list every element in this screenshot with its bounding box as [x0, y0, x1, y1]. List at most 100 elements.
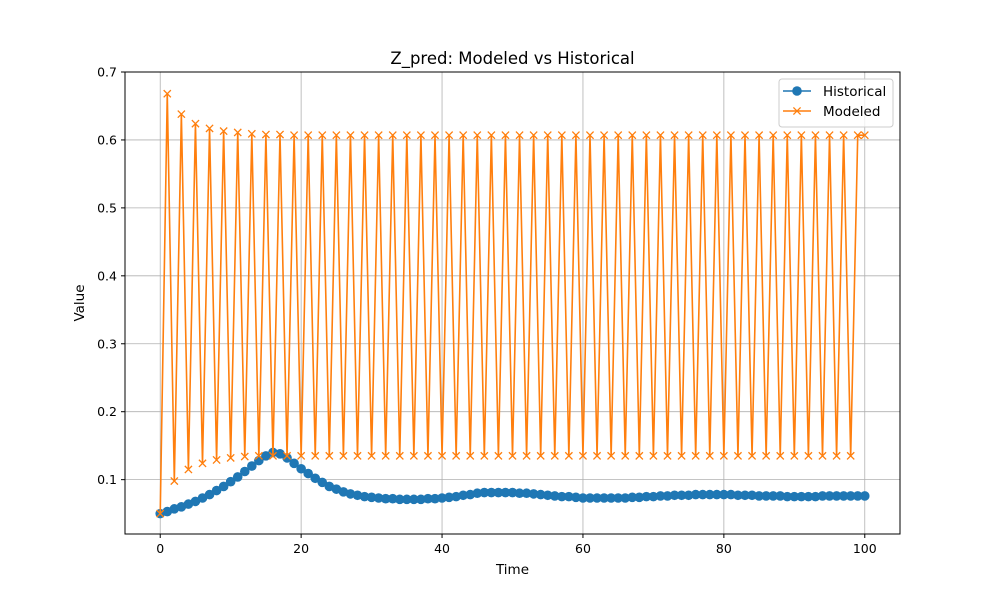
historical-point: [754, 491, 764, 501]
modeled-point: [282, 451, 292, 460]
legend-item-modeled: Modeled: [783, 104, 880, 120]
modeled-point: [261, 130, 270, 139]
historical-point: [211, 485, 222, 496]
modeled-point: [304, 131, 313, 140]
historical-point: [303, 468, 313, 479]
historical-point: [789, 491, 800, 502]
modeled-point: [339, 451, 348, 460]
historical-point: [831, 491, 842, 501]
y-tick-label: 0.2: [97, 404, 117, 419]
historical-point: [859, 491, 870, 501]
historical-point: [549, 491, 560, 501]
historical-point: [282, 453, 292, 463]
modeled-point: [346, 131, 355, 140]
historical-point: [402, 494, 412, 505]
modeled-point: [719, 451, 728, 460]
modeled-point: [656, 131, 665, 140]
historical-point: [613, 493, 623, 503]
modeled-point: [318, 131, 327, 140]
modeled-point: [205, 124, 214, 133]
x-tick-label: 40: [434, 541, 450, 556]
modeled-point: [649, 451, 658, 460]
historical-point: [620, 493, 631, 503]
modeled-point: [184, 465, 193, 474]
modeled-point: [466, 451, 475, 460]
historical-point: [310, 473, 321, 484]
modeled-point: [452, 451, 461, 460]
historical-point: [359, 491, 370, 502]
modeled-point: [670, 131, 679, 140]
historical-point: [296, 463, 306, 474]
modeled-point: [381, 451, 390, 460]
modeled-point: [247, 129, 256, 138]
historical-point: [817, 491, 828, 501]
historical-point: [394, 494, 405, 505]
modeled-point: [459, 131, 468, 140]
historical-point: [655, 491, 666, 501]
x-tick-label: 20: [293, 541, 309, 556]
modeled-point: [804, 451, 813, 460]
historical-point: [486, 487, 497, 498]
modeled-point: [797, 131, 806, 140]
modeled-point: [698, 131, 707, 140]
legend: Historical Modeled: [778, 78, 894, 128]
modeled-point: [416, 131, 425, 140]
axis-ticks: 0 20 40 60 80 100 0.1 0.2 0.3 0.4 0.5 0.6 0.7: [97, 65, 877, 557]
modeled-point: [726, 131, 735, 140]
modeled-point: [191, 119, 200, 128]
modeled-point: [473, 131, 482, 140]
modeled-point: [156, 509, 165, 518]
historical-series: [155, 447, 870, 519]
historical-point: [676, 490, 687, 501]
historical-point: [535, 489, 546, 500]
plot-area-frame: [124, 71, 901, 535]
historical-point: [627, 492, 638, 503]
modeled-point: [198, 459, 207, 468]
modeled-point: [240, 452, 249, 461]
historical-point: [669, 490, 680, 501]
historical-point: [697, 489, 708, 500]
modeled-point: [430, 131, 440, 140]
y-tick-label: 0.1: [97, 472, 117, 487]
historical-point: [437, 493, 447, 503]
modeled-point: [592, 451, 602, 460]
modeled-point: [360, 131, 369, 140]
historical-point: [740, 490, 750, 501]
historical-point: [423, 493, 433, 504]
historical-point: [571, 492, 581, 503]
x-tick-label: 0: [156, 541, 164, 556]
historical-point: [719, 489, 729, 500]
historical-point: [585, 493, 595, 503]
modeled-point: [254, 451, 263, 460]
modeled-point: [607, 451, 616, 460]
legend-label-historical: Historical: [823, 84, 886, 100]
modeled-point: [747, 451, 757, 460]
y-tick-label: 0.6: [97, 132, 117, 147]
modeled-point: [487, 131, 496, 140]
modeled-point: [212, 455, 221, 465]
modeled-point: [712, 131, 721, 140]
modeled-point: [550, 451, 559, 460]
modeled-point: [353, 451, 362, 460]
legend-item-historical: Historical: [783, 84, 886, 100]
modeled-point: [769, 131, 778, 140]
historical-point: [239, 466, 250, 477]
historical-point: [542, 490, 553, 501]
modeled-point: [543, 131, 552, 140]
historical-point: [838, 491, 849, 501]
historical-point: [409, 494, 419, 505]
modeled-point: [790, 451, 799, 460]
historical-point: [683, 490, 694, 501]
historical-point: [564, 491, 574, 502]
modeled-point: [219, 127, 228, 136]
historical-point: [444, 492, 454, 503]
historical-point: [852, 491, 863, 501]
historical-point: [387, 493, 398, 504]
historical-point: [493, 487, 504, 498]
y-tick-label: 0.7: [97, 65, 117, 80]
modeled-point: [522, 451, 531, 460]
modeled-point: [825, 131, 834, 140]
modeled-point: [501, 131, 510, 140]
historical-point: [747, 490, 757, 501]
